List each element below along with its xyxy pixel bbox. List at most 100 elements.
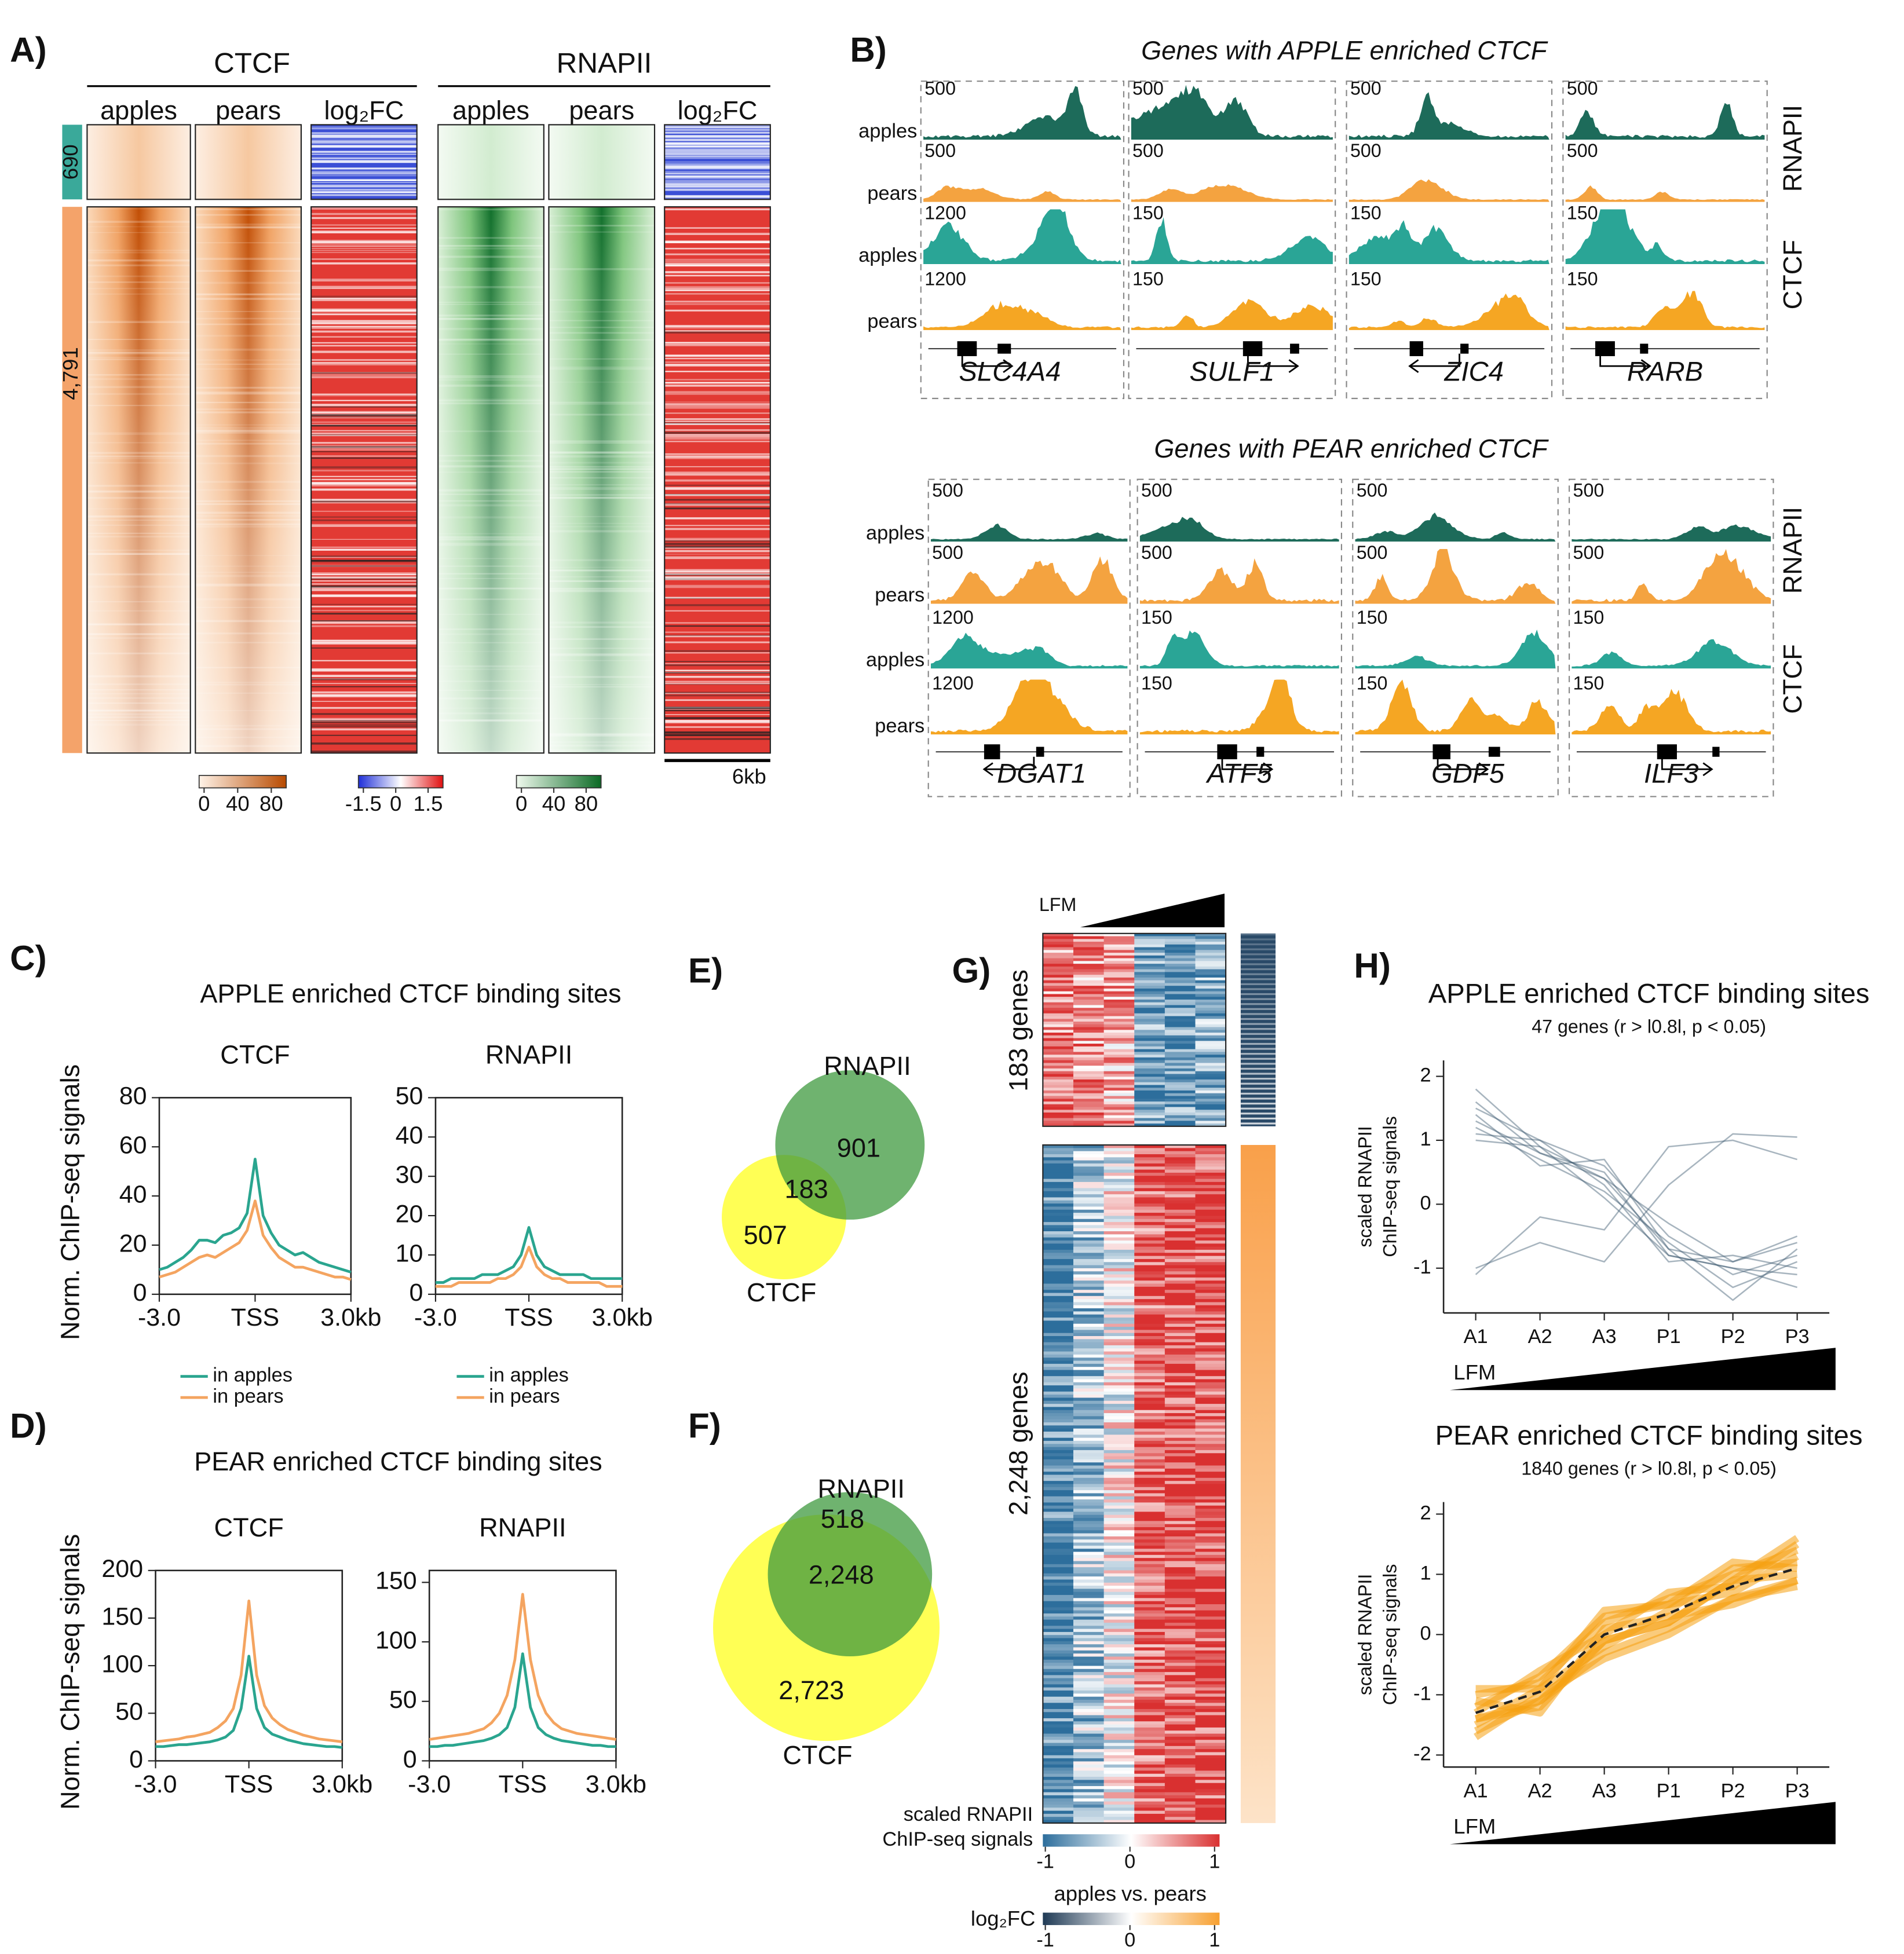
heatmap-texture	[664, 494, 770, 495]
heatmap-cell	[1195, 1638, 1226, 1642]
heatmap-cell	[1164, 1493, 1196, 1497]
row-group-bar	[62, 125, 82, 200]
heatmap-cell	[1195, 1564, 1226, 1568]
heatmap-cell	[1195, 1033, 1226, 1036]
heatmap-texture	[311, 167, 417, 170]
x-tick-label: -3.0	[414, 1304, 457, 1331]
heatmap-cell	[1043, 975, 1074, 978]
heatmap-cell	[1134, 1296, 1165, 1300]
heatmap-cell	[1103, 975, 1135, 978]
heatmap-cell	[1134, 1733, 1165, 1737]
heatmap-texture	[195, 583, 301, 586]
heatmap-cell	[1103, 1564, 1135, 1568]
track-scale: 500	[1132, 78, 1164, 99]
heatmap-cell	[1195, 1536, 1226, 1540]
heatmap-cell	[1043, 947, 1074, 950]
heatmap-texture	[664, 707, 770, 708]
heatmap-cell	[1164, 1549, 1196, 1553]
heatmap-cell	[1103, 1795, 1135, 1799]
heatmap-cell	[1164, 1413, 1196, 1417]
heatmap-cell	[1043, 1005, 1074, 1008]
heatmap-texture	[311, 193, 417, 195]
fc-bar-stripe	[1240, 1057, 1276, 1060]
heatmap-cell	[1103, 1586, 1135, 1590]
heatmap-cell	[1073, 1678, 1105, 1682]
heatmap-cell	[1164, 944, 1196, 948]
track-scale: 1200	[932, 607, 974, 628]
heatmap-cell	[1134, 1801, 1165, 1805]
heatmap-cell	[1195, 1798, 1226, 1802]
heatmap-cell	[1134, 1057, 1165, 1061]
heatmap-texture	[195, 455, 301, 458]
heatmap-texture	[664, 661, 770, 663]
heatmap-cell	[1103, 1271, 1135, 1275]
heatmap-cell	[1103, 1487, 1135, 1491]
heatmap-texture	[664, 264, 770, 267]
heatmap-texture	[311, 405, 417, 407]
heatmap-cell	[1164, 1237, 1196, 1241]
heatmap-cell	[1043, 1610, 1074, 1614]
heatmap-cell	[1195, 1641, 1226, 1645]
heatmap-cell	[1164, 1335, 1196, 1340]
heatmap-cell	[1195, 1022, 1226, 1025]
heatmap-cell	[1043, 964, 1074, 967]
heatmap-cell	[1073, 1090, 1105, 1094]
heatmap-texture	[438, 455, 544, 457]
heatmap-texture	[311, 576, 417, 578]
heatmap-cell	[1164, 1770, 1196, 1774]
heatmap-texture	[311, 457, 417, 459]
heatmap-cell	[1134, 1573, 1165, 1577]
chart-subtitle: 47 genes (r > l0.8l, p < 0.05)	[1532, 1016, 1766, 1037]
heatmap-texture	[311, 170, 417, 173]
track-scale: 1200	[932, 673, 974, 694]
heatmap-frame	[1042, 1144, 1227, 1824]
heatmap-cell	[1164, 1185, 1196, 1189]
heatmap-cell	[1073, 1730, 1105, 1735]
heatmap-cell	[1043, 950, 1074, 953]
heatmap-cell	[1103, 966, 1135, 970]
heatmap-cell	[1134, 1360, 1165, 1364]
heatmap-cell	[1103, 1093, 1135, 1097]
heatmap-cell	[1073, 1613, 1105, 1617]
heatmap-texture	[87, 515, 191, 518]
heatmap-cell	[1103, 1400, 1135, 1404]
colorbar-tick-label: 80	[575, 792, 598, 815]
heatmap-cell	[1073, 1063, 1105, 1066]
heatmap-cell	[1195, 1082, 1226, 1086]
heatmap-cell	[1043, 1675, 1074, 1679]
y-axis-label: Norm. ChIP-seq signals	[56, 1064, 85, 1340]
heatmap-cell	[1134, 1761, 1165, 1765]
y-axis-label: ChIP-seq signals	[1379, 1564, 1400, 1706]
heatmap-texture	[664, 538, 770, 541]
heatmap-cell	[1073, 1074, 1105, 1077]
heatmap-cell	[1103, 936, 1135, 939]
heatmap-cell	[1043, 1598, 1074, 1602]
heatmap-texture	[311, 613, 417, 615]
heatmap-cell	[1043, 1435, 1074, 1439]
heatmap-cell	[1195, 1727, 1226, 1731]
heatmap-cell	[1043, 1101, 1074, 1105]
venn-set	[768, 1492, 933, 1657]
heatmap-cell	[1164, 1253, 1196, 1257]
heatmap-texture	[664, 148, 770, 150]
heatmap-cell	[1164, 1002, 1196, 1006]
heatmap-cell	[1073, 1027, 1105, 1030]
heatmap-cell	[1043, 1397, 1074, 1402]
heatmap-cell	[1164, 1342, 1196, 1346]
heatmap-cell	[1164, 1472, 1196, 1476]
heatmap-cell	[1103, 1395, 1135, 1399]
heatmap-texture	[311, 587, 417, 589]
colorbar-tick-label: -1	[1036, 1929, 1054, 1951]
heatmap-texture	[311, 470, 417, 472]
heatmap-cell	[1134, 1447, 1165, 1451]
heatmap-texture	[438, 712, 544, 715]
heatmap-cell	[1073, 1656, 1105, 1660]
heatmap-cell	[1134, 1407, 1165, 1411]
heatmap-texture	[664, 130, 770, 131]
heatmap-texture	[549, 440, 655, 442]
heatmap-texture	[311, 137, 417, 138]
heatmap-cell	[1164, 1110, 1196, 1113]
heatmap-texture	[87, 321, 191, 323]
heatmap-cell	[1073, 1758, 1105, 1762]
tss-arrow	[1221, 756, 1274, 777]
